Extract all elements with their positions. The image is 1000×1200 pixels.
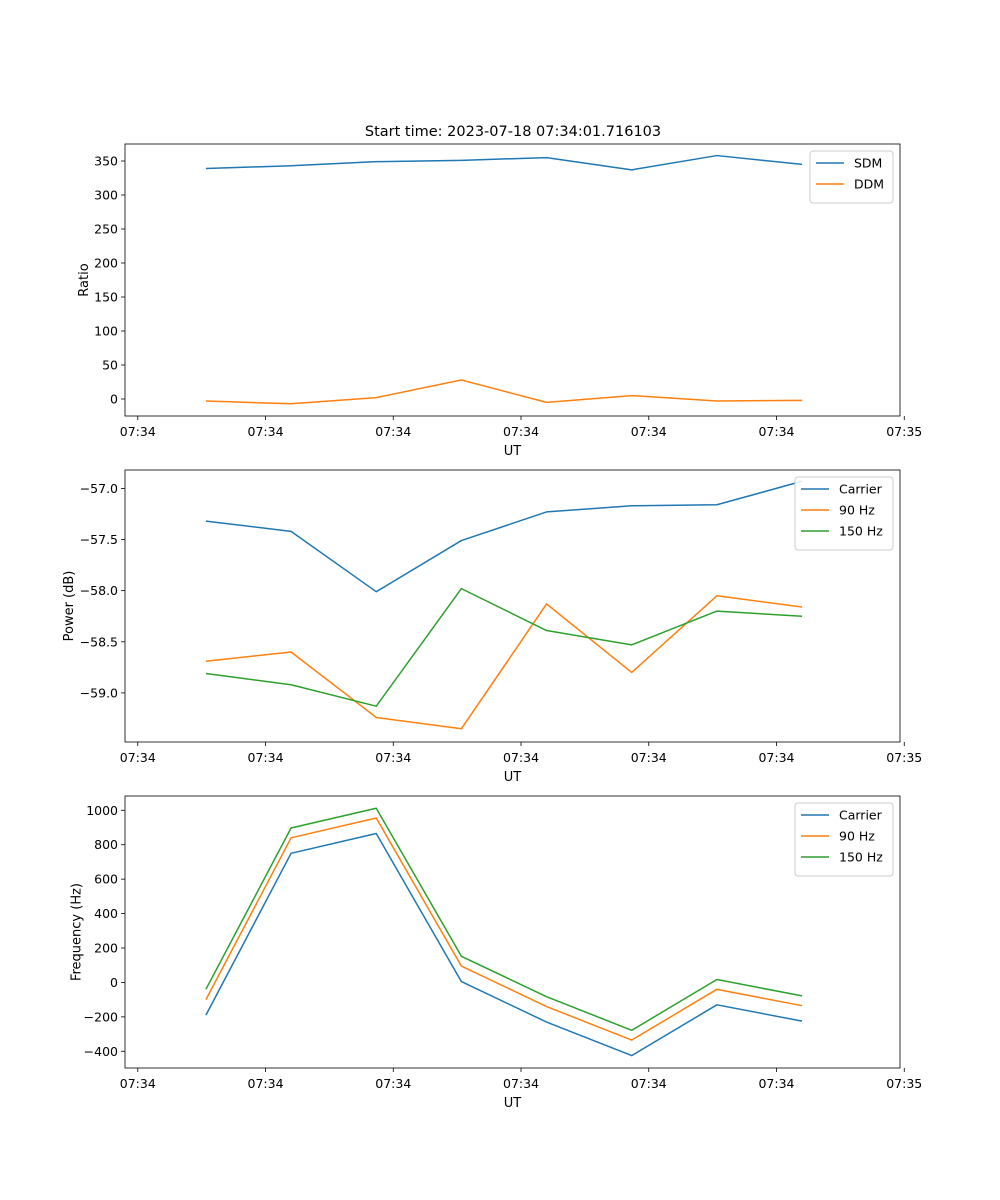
x-tick-label: 07:34 (503, 1076, 539, 1091)
series-line-90-hz (205, 817, 803, 1041)
y-tick-label: 100 (94, 324, 118, 339)
series-line-ddm (205, 379, 803, 405)
x-axis-label: UT (504, 1096, 522, 1111)
x-tick-label: 07:34 (503, 424, 539, 439)
series-lines (205, 807, 803, 1057)
x-tick-label: 07:34 (375, 424, 411, 439)
y-tick-label: −200 (84, 1009, 118, 1024)
x-tick-label: 07:34 (375, 1076, 411, 1091)
x-axis: 07:34 07:34 07:34 07:34 07:34 07:34 07:35 UT (120, 742, 922, 785)
y-tick-label: 0 (110, 975, 118, 990)
legend-label-90-hz: 90 Hz (839, 829, 875, 844)
y-axis: 0 50 100 150 200 250 300 350 Ratio (77, 154, 125, 407)
x-tick-label: 07:34 (120, 424, 156, 439)
x-tick-label: 07:34 (375, 750, 411, 765)
series-line-150-hz (205, 807, 803, 1032)
legend: SDM DDM (809, 150, 894, 204)
x-tick-label: 07:34 (248, 424, 284, 439)
series-line-90-hz (205, 595, 803, 730)
y-tick-label: 300 (94, 188, 118, 203)
x-tick-label: 07:34 (631, 1076, 667, 1091)
y-tick-label: 250 (94, 222, 118, 237)
y-tick-label: 800 (94, 837, 118, 852)
x-tick-label: 07:35 (886, 1076, 922, 1091)
series-line-carrier (205, 480, 803, 593)
chart-panel-2: 07:34 07:34 07:34 07:34 07:34 07:34 07:35 UT −59… (62, 469, 922, 785)
series-lines (205, 480, 803, 730)
series-line-150-hz (205, 587, 803, 707)
legend-label-150-hz: 150 Hz (839, 524, 883, 539)
x-tick-label: 07:35 (886, 424, 922, 439)
y-tick-label: −58.0 (80, 583, 118, 598)
x-tick-label: 07:34 (120, 1076, 156, 1091)
x-tick-label: 07:34 (248, 1076, 284, 1091)
chart-panel-3: 07:34 07:34 07:34 07:34 07:34 07:34 07:35 UT −40… (70, 795, 922, 1111)
x-tick-label: 07:35 (886, 750, 922, 765)
series-line-sdm (205, 154, 803, 171)
chart-panels: 07:34 07:34 07:34 07:34 07:34 07:34 07:35 UT 0 50… (62, 143, 922, 1111)
x-tick-label: 07:34 (758, 1076, 794, 1091)
legend-label-ddm: DDM (854, 177, 884, 192)
y-tick-label: 200 (94, 256, 118, 271)
x-tick-label: 07:34 (758, 750, 794, 765)
chart-panel-1: 07:34 07:34 07:34 07:34 07:34 07:34 07:35 UT 0 50… (77, 143, 922, 459)
x-axis: 07:34 07:34 07:34 07:34 07:34 07:34 07:35 UT (120, 416, 922, 459)
legend-label-carrier: Carrier (839, 482, 883, 497)
y-tick-label: −57.0 (80, 481, 118, 496)
legend-label-carrier: Carrier (839, 808, 883, 823)
x-axis: 07:34 07:34 07:34 07:34 07:34 07:34 07:35 UT (120, 1068, 922, 1111)
y-tick-label: 0 (110, 392, 118, 407)
legend-label-90-hz: 90 Hz (839, 503, 875, 518)
y-tick-label: −57.5 (80, 532, 118, 547)
y-tick-label: 350 (94, 154, 118, 169)
x-axis-label: UT (504, 444, 522, 459)
legend-label-150-hz: 150 Hz (839, 850, 883, 865)
y-tick-label: 1000 (86, 803, 118, 818)
x-tick-label: 07:34 (120, 750, 156, 765)
figure-title: Start time: 2023-07-18 07:34:01.716103 (365, 124, 661, 140)
x-tick-label: 07:34 (631, 424, 667, 439)
x-tick-label: 07:34 (631, 750, 667, 765)
series-lines (205, 154, 803, 405)
y-tick-label: −400 (84, 1044, 118, 1059)
y-tick-label: 600 (94, 872, 118, 887)
legend: Carrier 90 Hz 150 Hz (794, 802, 894, 877)
y-tick-label: 400 (94, 906, 118, 921)
legend: Carrier 90 Hz 150 Hz (794, 476, 894, 551)
y-axis: −59.0 −58.5 −58.0 −57.5 −57.0 Power (dB) (62, 481, 125, 700)
x-tick-label: 07:34 (503, 750, 539, 765)
y-axis-label: Frequency (Hz) (70, 883, 85, 981)
legend-box (809, 150, 894, 204)
y-tick-label: 50 (102, 358, 118, 373)
legend-label-sdm: SDM (854, 156, 882, 171)
axes-frame (124, 469, 901, 743)
y-axis-label: Power (dB) (62, 571, 77, 642)
y-axis-label: Ratio (77, 263, 92, 296)
y-tick-label: 150 (94, 290, 118, 305)
series-line-carrier (205, 832, 803, 1057)
y-tick-label: 200 (94, 941, 118, 956)
y-axis: −400 −200 0 200 400 600 800 1000 Frequency (Hz) (70, 803, 125, 1059)
x-tick-label: 07:34 (758, 424, 794, 439)
axes-frame (124, 143, 901, 417)
y-tick-label: −58.5 (80, 634, 118, 649)
y-tick-label: −59.0 (80, 685, 118, 700)
x-axis-label: UT (504, 770, 522, 785)
x-tick-label: 07:34 (248, 750, 284, 765)
axes-frame (124, 795, 901, 1069)
